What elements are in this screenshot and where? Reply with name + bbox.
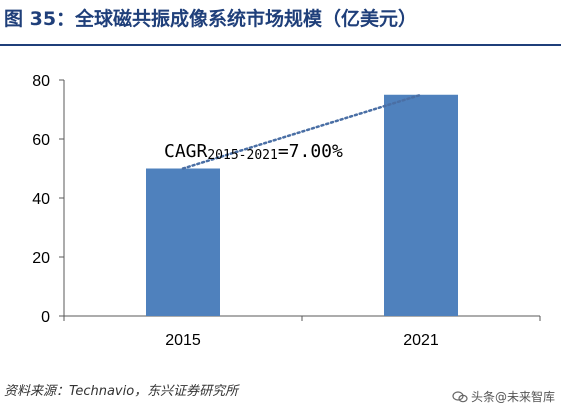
cagr-period: 2015-2021 [207,148,277,163]
bar-series [146,94,458,316]
watermark: 头条@未来智库 [452,388,555,405]
bar-2015 [146,168,220,316]
bar-2021 [384,94,458,316]
y-tick-label: 20 [32,250,50,267]
y-tick-label: 0 [41,309,50,326]
x-axis-ticks: 2015 2021 [63,316,541,349]
bar-chart: 0 20 40 60 80 2015 2021 CAGR2015-2021=7.00% [32,73,541,349]
source-note: 资料来源：Technavio，东兴证券研究所 [4,384,239,399]
cagr-label: CAGR [164,141,208,162]
chat-bubble-icon [452,390,468,402]
trend-overlay: CAGR2015-2021=7.00% [164,93,423,170]
cagr-annotation: CAGR2015-2021=7.00% [164,141,343,163]
y-axis-ticks: 0 20 40 60 80 [32,73,64,326]
cagr-trend-line [181,93,423,170]
watermark-text: 头条@未来智库 [471,390,556,404]
y-tick-label: 40 [32,191,50,208]
y-tick-label: 60 [32,132,50,149]
cagr-value: =7.00% [278,141,343,162]
title-divider [0,44,561,46]
x-tick-label: 2015 [165,332,201,349]
x-tick-label: 2021 [403,332,439,349]
figure-title: 图 35：全球磁共振成像系统市场规模（亿美元） [4,8,418,30]
chart-axes [63,80,540,317]
y-tick-label: 80 [32,73,50,90]
